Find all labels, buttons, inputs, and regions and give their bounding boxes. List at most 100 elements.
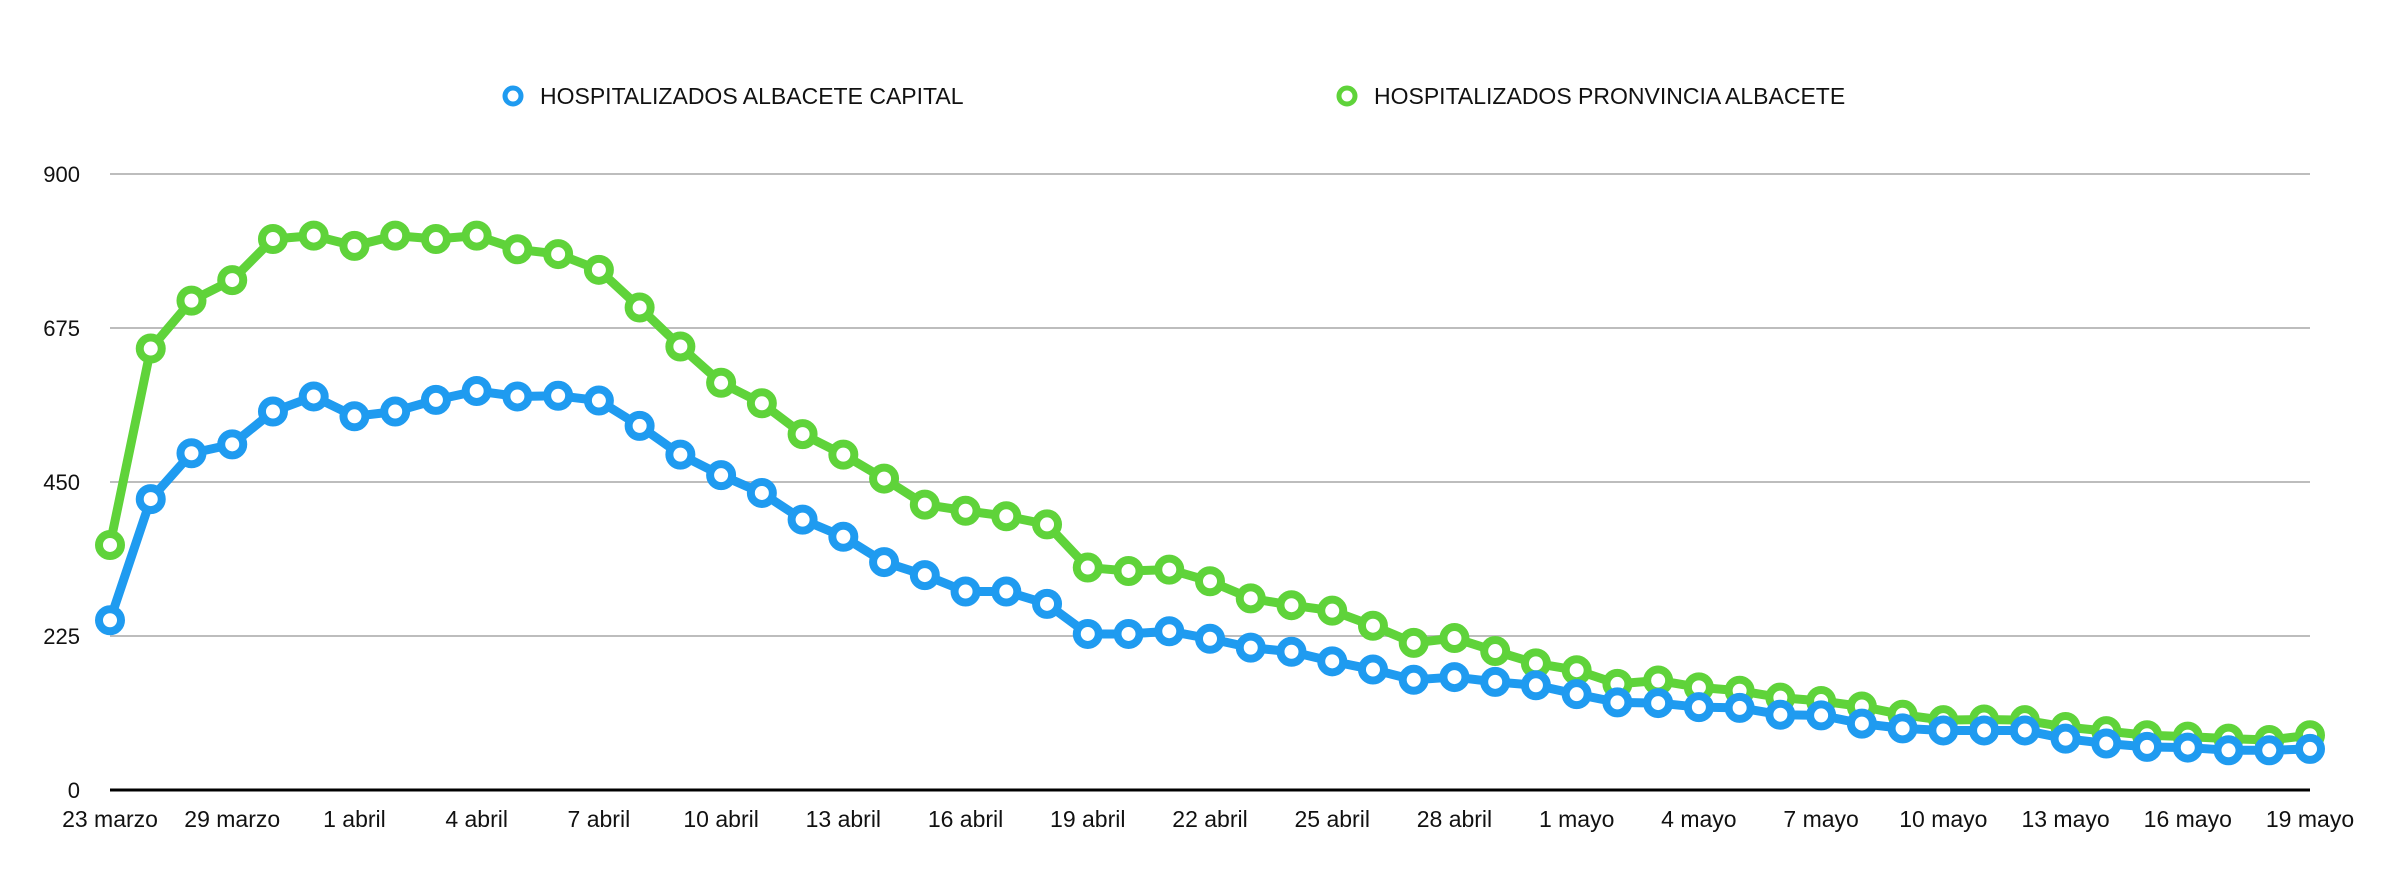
y-tick-label: 675 [43, 316, 80, 341]
data-point [583, 385, 614, 416]
data-point [1561, 679, 1592, 710]
legend-label-0: HOSPITALIZADOS ALBACETE CAPITAL [540, 83, 964, 109]
data-point [1113, 555, 1144, 586]
data-point [1643, 688, 1674, 719]
data-point [706, 460, 737, 491]
data-point [1439, 662, 1470, 693]
data-point [624, 410, 655, 441]
series-0 [95, 375, 2325, 766]
data-point [380, 220, 411, 251]
data-point [95, 605, 125, 636]
y-tick-label: 0 [68, 778, 80, 803]
data-point [1765, 699, 1796, 730]
series-layer [95, 220, 2325, 766]
data-point [1969, 715, 2000, 746]
grid [110, 173, 2310, 792]
data-point [298, 220, 329, 251]
legend-label-1: HOSPITALIZADOS PRONVINCIA ALBACETE [1374, 83, 1845, 109]
x-tick-label: 25 abril [1295, 806, 1370, 832]
y-tick-label: 450 [43, 470, 80, 495]
x-tick-label: 13 abril [806, 806, 881, 832]
data-point [2050, 723, 2081, 754]
x-tick-label: 7 mayo [1783, 806, 1858, 832]
data-point [1195, 623, 1225, 654]
data-point [257, 396, 288, 427]
data-point [298, 381, 329, 412]
data-point [380, 396, 411, 427]
x-tick-label: 29 marzo [184, 806, 280, 832]
data-point [1113, 618, 1144, 649]
data-point [1357, 654, 1388, 685]
data-point [1602, 687, 1633, 718]
data-point [502, 381, 533, 412]
data-point [1480, 636, 1511, 667]
data-point [1154, 616, 1185, 647]
data-point [2295, 733, 2325, 764]
data-point [95, 529, 125, 560]
data-point [2254, 735, 2285, 766]
data-point [1439, 623, 1470, 654]
data-point [2009, 715, 2040, 746]
x-tick-label: 10 abril [683, 806, 758, 832]
x-tick-label: 10 mayo [1899, 806, 1987, 832]
data-point [420, 384, 451, 415]
data-point [1032, 588, 1063, 619]
x-tick-label: 19 mayo [2266, 806, 2354, 832]
data-point [787, 504, 818, 535]
data-point [1398, 664, 1429, 695]
data-point [583, 254, 614, 285]
x-tick-label: 23 marzo [62, 806, 158, 832]
data-point [1357, 610, 1388, 641]
data-point [135, 484, 166, 515]
x-axis: 23 marzo 29 marzo 1 abril 4 abril 7 abril 10 … [62, 806, 2354, 832]
data-point [1928, 715, 1959, 746]
x-tick-label: 28 abril [1417, 806, 1492, 832]
data-point [950, 495, 981, 526]
data-point [991, 501, 1022, 532]
data-point [502, 234, 533, 265]
data-point [2132, 731, 2163, 762]
data-point [1317, 595, 1348, 626]
data-point [339, 230, 370, 261]
data-point [420, 224, 451, 255]
data-point [461, 375, 492, 406]
series-line-1 [105, 231, 2315, 745]
data-point [909, 560, 940, 591]
data-point [624, 292, 655, 323]
y-tick-label: 225 [43, 624, 80, 649]
data-point [787, 419, 818, 450]
x-tick-label: 7 abril [568, 806, 631, 832]
data-point [1072, 618, 1103, 649]
data-point [176, 438, 207, 469]
y-axis: 0 225 450 675 900 [43, 162, 80, 803]
data-point [135, 333, 166, 364]
data-point [1806, 700, 1837, 731]
data-point [869, 547, 900, 578]
data-point [461, 220, 492, 251]
x-tick-label: 1 mayo [1539, 806, 1614, 832]
data-point [1724, 692, 1755, 723]
data-point [828, 521, 859, 552]
data-point [1195, 566, 1225, 597]
x-tick-label: 4 mayo [1661, 806, 1736, 832]
legend-marker-0 [502, 85, 524, 107]
x-tick-label: 19 abril [1050, 806, 1125, 832]
data-point [1032, 509, 1063, 540]
data-point [1561, 655, 1592, 686]
legend-marker-1 [1336, 85, 1358, 107]
data-point [828, 439, 859, 470]
data-point [950, 576, 981, 607]
data-point [2213, 735, 2244, 766]
data-point [1846, 708, 1877, 739]
data-point [665, 439, 696, 470]
data-point [1235, 632, 1266, 663]
data-point [746, 477, 777, 508]
y-tick-label: 900 [43, 162, 80, 187]
x-tick-label: 1 abril [323, 806, 386, 832]
data-point [1154, 554, 1185, 585]
x-tick-label: 16 abril [928, 806, 1003, 832]
data-point [543, 239, 574, 270]
data-point [991, 576, 1022, 607]
